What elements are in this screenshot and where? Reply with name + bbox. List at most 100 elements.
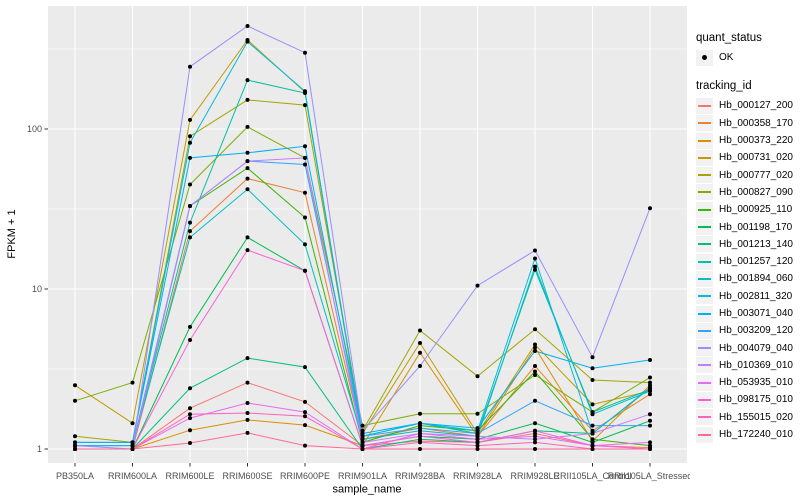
data-point[interactable]	[418, 437, 422, 442]
data-point[interactable]	[590, 366, 595, 371]
data-point[interactable]	[188, 64, 192, 69]
data-point[interactable]	[303, 443, 307, 448]
legend-item-Hb_002811_320[interactable]: Hb_002811_320	[696, 288, 800, 305]
data-point[interactable]	[245, 97, 250, 102]
legend-item-Hb_000777_020[interactable]: Hb_000777_020	[696, 166, 800, 184]
data-point[interactable]	[73, 383, 77, 388]
data-point[interactable]	[130, 440, 135, 445]
legend-item-Hb_001213_140[interactable]: Hb_001213_140	[696, 236, 800, 253]
data-point[interactable]	[188, 235, 192, 240]
data-point[interactable]	[245, 187, 250, 192]
legend-item-Hb_001894_060[interactable]: Hb_001894_060	[696, 270, 800, 287]
data-point[interactable]	[475, 437, 480, 442]
data-point[interactable]	[533, 256, 537, 261]
data-point[interactable]	[475, 426, 480, 431]
data-point[interactable]	[303, 155, 307, 160]
data-point[interactable]	[130, 447, 135, 451]
data-point[interactable]	[73, 434, 77, 439]
data-point[interactable]	[360, 437, 365, 442]
data-point[interactable]	[590, 423, 595, 428]
data-point[interactable]	[533, 447, 537, 451]
data-point[interactable]	[245, 380, 250, 385]
data-point[interactable]	[130, 443, 135, 448]
data-point[interactable]	[303, 414, 307, 419]
data-point[interactable]	[590, 355, 595, 360]
data-point[interactable]	[648, 443, 652, 448]
data-point[interactable]	[303, 268, 307, 273]
legend-item-Hb_003071_040[interactable]: Hb_003071_040	[696, 305, 800, 322]
data-point[interactable]	[360, 447, 365, 451]
data-point[interactable]	[245, 124, 250, 129]
data-point[interactable]	[475, 440, 480, 445]
data-point[interactable]	[590, 412, 595, 417]
data-point[interactable]	[188, 406, 192, 411]
legend-item-ok[interactable]: OK	[696, 49, 800, 66]
data-point[interactable]	[648, 423, 652, 428]
data-point[interactable]	[590, 402, 595, 407]
legend-item-Hb_000373_220[interactable]: Hb_000373_220	[696, 132, 800, 149]
data-point[interactable]	[648, 392, 652, 397]
data-point[interactable]	[533, 364, 537, 368]
data-point[interactable]	[188, 229, 192, 234]
data-point[interactable]	[130, 380, 135, 385]
data-point[interactable]	[648, 440, 652, 445]
data-point[interactable]	[303, 50, 307, 55]
data-point[interactable]	[360, 434, 365, 439]
data-point[interactable]	[188, 140, 192, 145]
data-point[interactable]	[303, 215, 307, 220]
data-point[interactable]	[303, 190, 307, 195]
data-point[interactable]	[418, 364, 422, 368]
data-point[interactable]	[188, 338, 192, 342]
data-point[interactable]	[188, 117, 192, 122]
data-point[interactable]	[418, 328, 422, 333]
data-point[interactable]	[73, 440, 77, 445]
data-point[interactable]	[303, 103, 307, 108]
data-point[interactable]	[360, 428, 365, 433]
data-point[interactable]	[360, 443, 365, 448]
data-point[interactable]	[303, 162, 307, 167]
data-point[interactable]	[303, 365, 307, 370]
data-point[interactable]	[245, 417, 250, 422]
data-point[interactable]	[188, 182, 192, 187]
data-point[interactable]	[245, 248, 250, 253]
data-point[interactable]	[188, 155, 192, 160]
data-point[interactable]	[188, 412, 192, 417]
data-point[interactable]	[245, 401, 250, 405]
data-point[interactable]	[130, 421, 135, 426]
data-point[interactable]	[245, 411, 250, 415]
data-point[interactable]	[533, 327, 537, 332]
data-point[interactable]	[648, 375, 652, 380]
data-point[interactable]	[648, 389, 652, 394]
data-point[interactable]	[590, 437, 595, 442]
data-point[interactable]	[418, 447, 422, 451]
data-point[interactable]	[533, 434, 537, 439]
data-point[interactable]	[418, 421, 422, 426]
legend-item-Hb_000731_020[interactable]: Hb_000731_020	[696, 149, 800, 166]
data-point[interactable]	[475, 447, 480, 451]
data-point[interactable]	[73, 398, 77, 403]
data-point[interactable]	[188, 324, 192, 329]
data-point[interactable]	[303, 423, 307, 428]
data-point[interactable]	[533, 428, 537, 433]
data-point[interactable]	[303, 399, 307, 404]
data-point[interactable]	[648, 418, 652, 423]
data-point[interactable]	[590, 440, 595, 445]
data-point[interactable]	[590, 447, 595, 451]
data-point[interactable]	[73, 447, 77, 451]
data-point[interactable]	[648, 358, 652, 362]
data-point[interactable]	[418, 350, 422, 355]
data-point[interactable]	[188, 428, 192, 433]
legend-item-Hb_001257_120[interactable]: Hb_001257_120	[696, 253, 800, 270]
data-point[interactable]	[245, 150, 250, 155]
data-point[interactable]	[533, 421, 537, 426]
data-point[interactable]	[303, 89, 307, 94]
data-point[interactable]	[245, 24, 250, 28]
data-point[interactable]	[533, 437, 537, 442]
data-point[interactable]	[648, 412, 652, 417]
legend-item-Hb_004079_040[interactable]: Hb_004079_040	[696, 339, 800, 357]
data-point[interactable]	[245, 176, 250, 181]
data-point[interactable]	[418, 431, 422, 436]
data-point[interactable]	[648, 385, 652, 390]
data-point[interactable]	[245, 235, 250, 240]
legend-item-Hb_001198_170[interactable]: Hb_001198_170	[696, 218, 800, 236]
